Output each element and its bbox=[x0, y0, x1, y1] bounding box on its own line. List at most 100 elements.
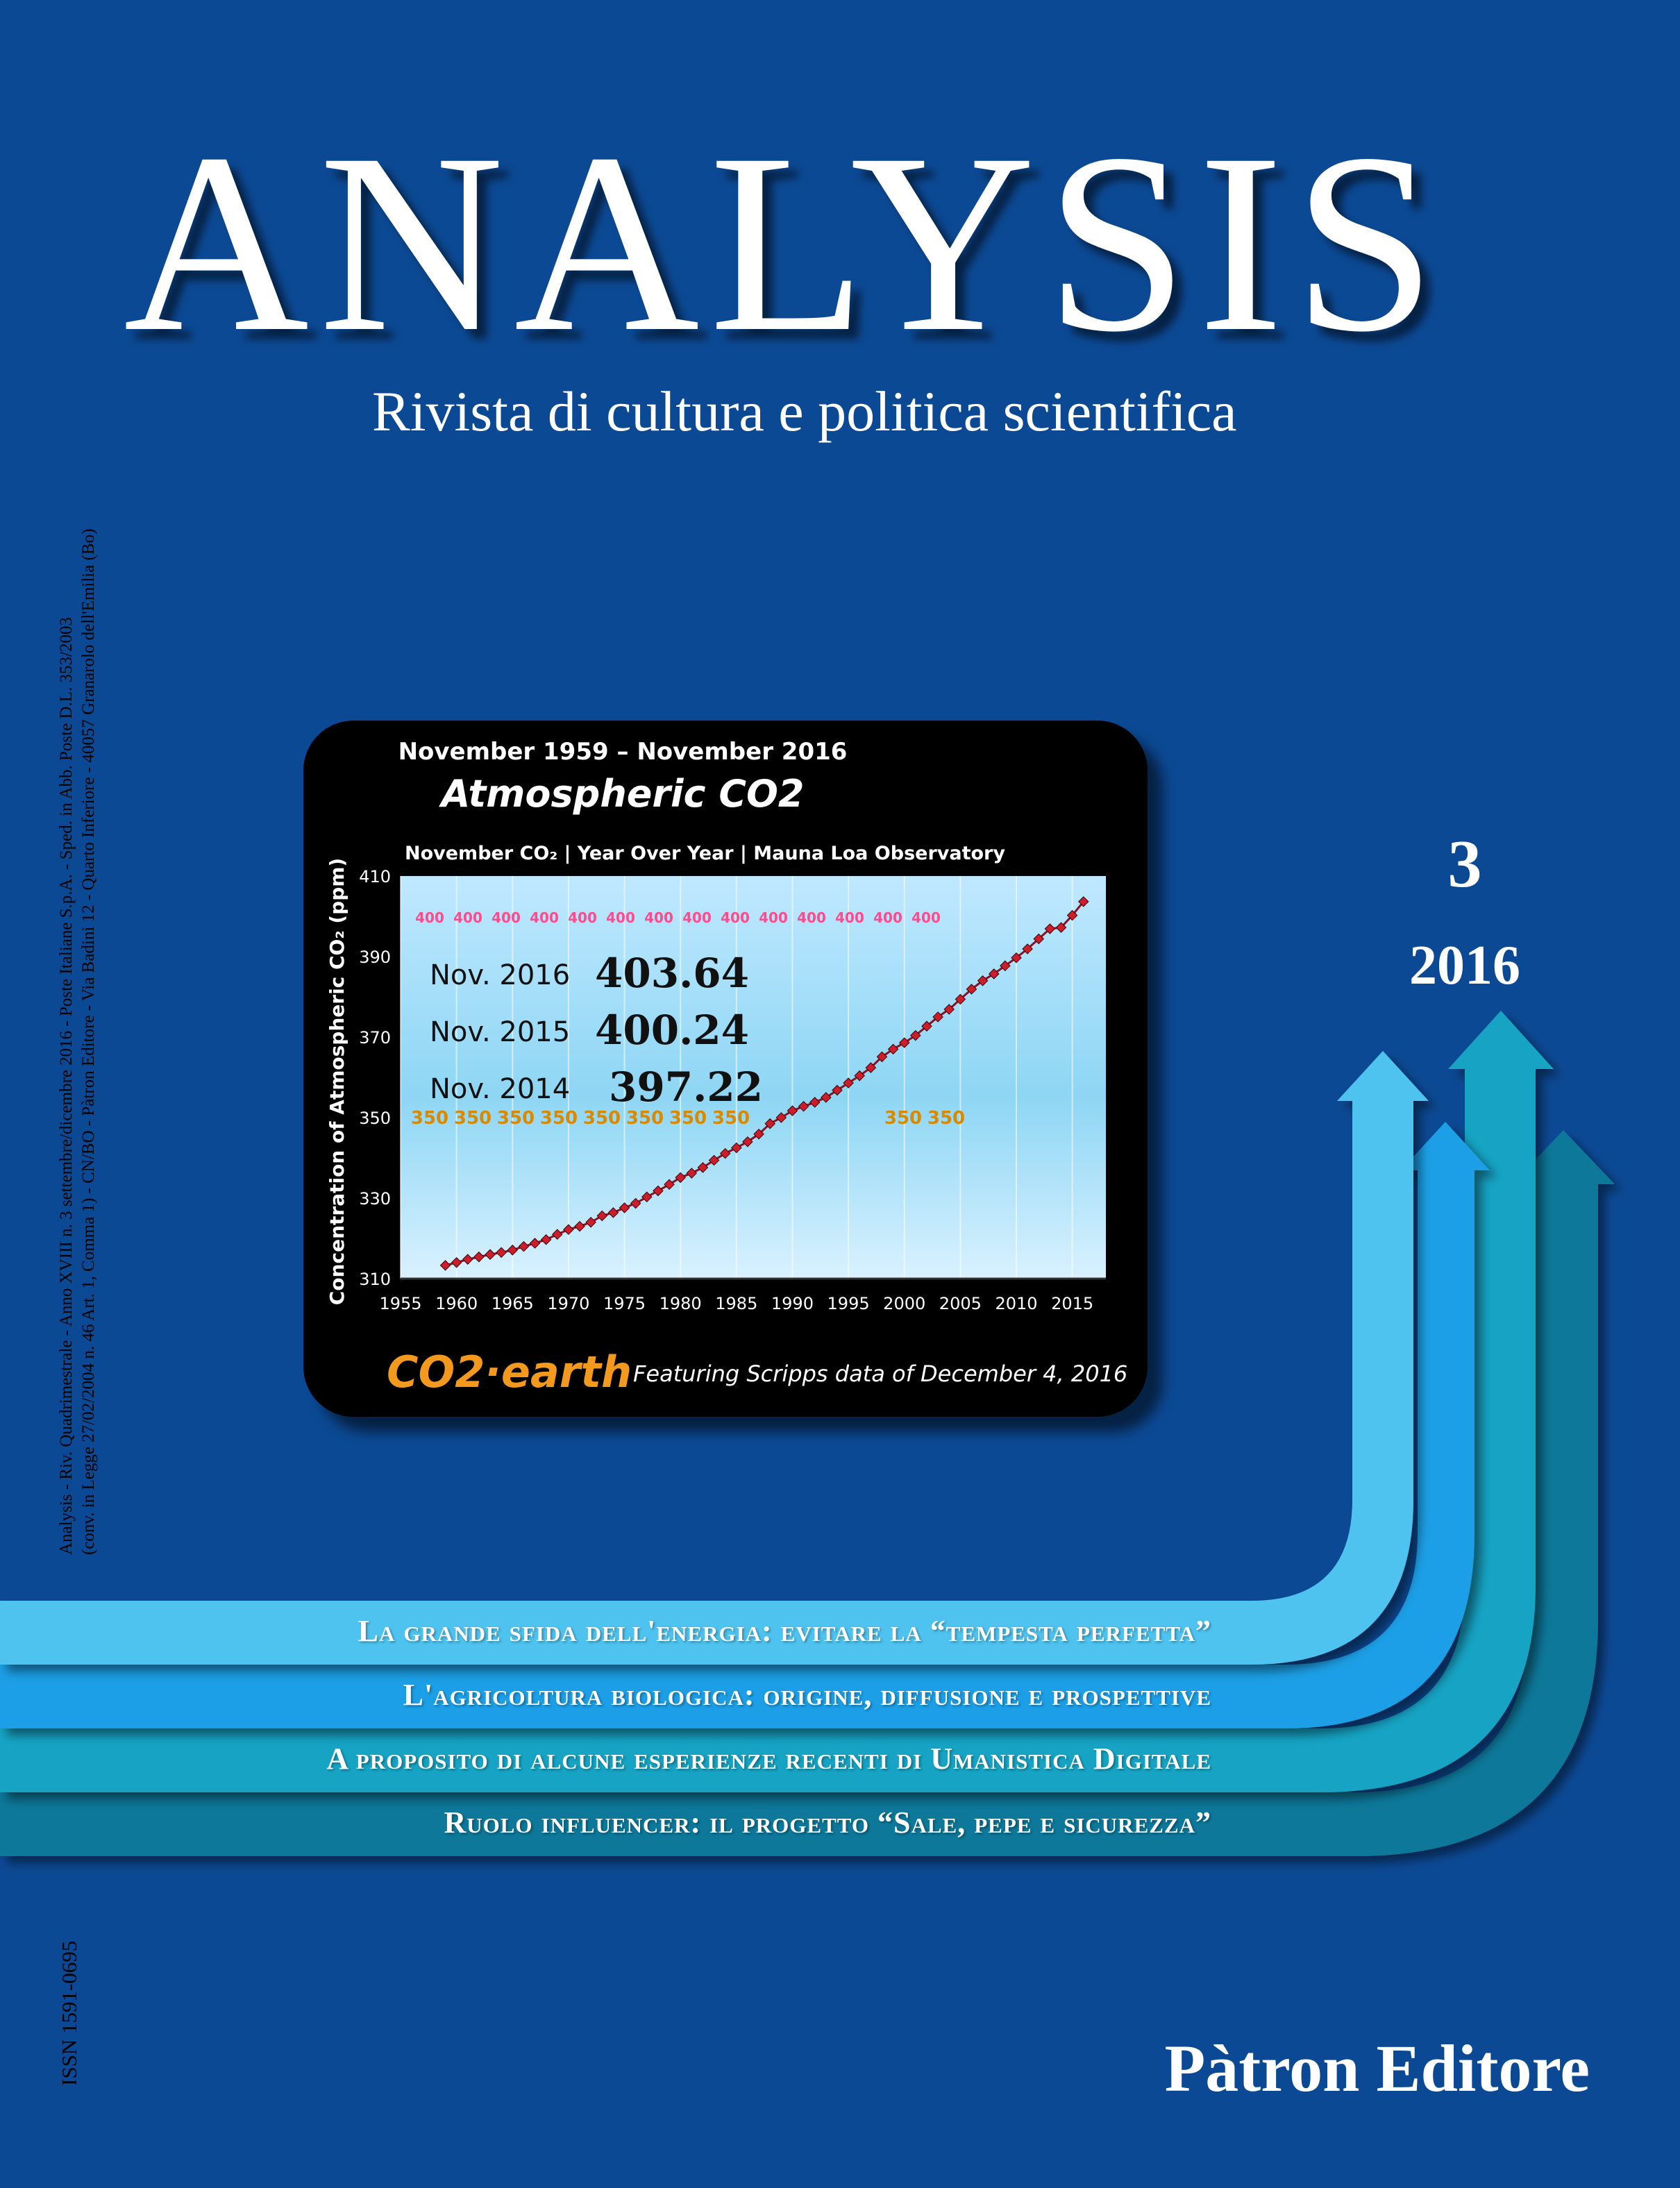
data-point bbox=[887, 1043, 899, 1055]
data-point bbox=[708, 1154, 720, 1166]
ref-label: 400 bbox=[453, 909, 482, 926]
data-point bbox=[585, 1217, 596, 1228]
article-title-1[interactable]: La grande sfida dell'energia: evitare la… bbox=[358, 1614, 1211, 1648]
data-point bbox=[832, 1084, 843, 1096]
ref-label: 400 bbox=[415, 909, 444, 926]
callout-value: 400.24 bbox=[595, 1007, 749, 1054]
ref-label: 350 bbox=[454, 1108, 492, 1129]
data-point bbox=[719, 1147, 731, 1159]
data-point bbox=[563, 1224, 574, 1236]
chart-title: Atmospheric CO2 bbox=[439, 772, 805, 816]
data-point bbox=[809, 1097, 821, 1108]
y-tick-label: 410 bbox=[359, 867, 391, 886]
data-point bbox=[865, 1062, 877, 1073]
co2-earth-logo: CO2·earth bbox=[387, 1347, 632, 1397]
data-point bbox=[664, 1179, 675, 1190]
data-point bbox=[1000, 960, 1011, 972]
co2-series-line bbox=[445, 900, 1084, 1267]
x-tick-label: 1960 bbox=[435, 1294, 478, 1313]
y-tick-label: 370 bbox=[359, 1028, 391, 1047]
data-point bbox=[1077, 896, 1089, 907]
arrow-band-4 bbox=[0, 1130, 1615, 1856]
data-point bbox=[1044, 923, 1056, 934]
data-point bbox=[966, 984, 977, 995]
ref-label: 400 bbox=[644, 909, 673, 926]
data-point bbox=[451, 1257, 462, 1268]
x-tick-label: 2000 bbox=[883, 1294, 925, 1313]
data-point bbox=[775, 1112, 787, 1123]
publisher-name: Pàtron Editore bbox=[1164, 2031, 1590, 2105]
data-point bbox=[798, 1100, 809, 1112]
y-tick-label: 350 bbox=[359, 1109, 391, 1128]
ref-label: 400 bbox=[912, 909, 941, 926]
ref-label: 400 bbox=[873, 909, 902, 926]
ref-label: 400 bbox=[835, 909, 864, 926]
data-point bbox=[675, 1172, 686, 1184]
data-point bbox=[988, 968, 1000, 979]
data-point bbox=[462, 1254, 473, 1265]
callout-label: Nov. 2014 bbox=[430, 1073, 570, 1105]
data-point bbox=[742, 1136, 753, 1147]
x-tick-label: 1995 bbox=[828, 1294, 870, 1313]
data-point bbox=[821, 1092, 832, 1103]
ref-label: 400 bbox=[721, 909, 750, 926]
chart-footer: Featuring Scripps data of December 4, 20… bbox=[633, 1361, 1127, 1387]
callout-label: Nov. 2016 bbox=[430, 959, 570, 991]
magazine-title: ANALYSIS bbox=[124, 101, 1446, 385]
ref-label: 400 bbox=[759, 909, 788, 926]
data-point bbox=[697, 1162, 709, 1173]
y-tick-label: 330 bbox=[359, 1189, 391, 1209]
data-point bbox=[596, 1210, 608, 1222]
data-point bbox=[1011, 952, 1022, 963]
data-point bbox=[485, 1249, 496, 1260]
x-tick-label: 1970 bbox=[547, 1294, 589, 1313]
data-point bbox=[540, 1234, 552, 1245]
co2-series-points bbox=[439, 896, 1089, 1271]
data-point bbox=[641, 1191, 653, 1203]
ref-label: 400 bbox=[797, 909, 826, 926]
data-point bbox=[473, 1251, 485, 1263]
article-title-4[interactable]: Ruolo influencer: il progetto “Sale, pep… bbox=[444, 1806, 1211, 1840]
data-point bbox=[619, 1202, 630, 1213]
arrow-band-1 bbox=[0, 1051, 1429, 1665]
article-title-2[interactable]: L'agricoltura biologica: origine, diffus… bbox=[403, 1678, 1211, 1712]
ref-label: 350 bbox=[497, 1108, 535, 1129]
ref-label: 400 bbox=[682, 909, 712, 926]
article-title-3[interactable]: A proposito di alcune esperienze recenti… bbox=[326, 1742, 1211, 1776]
y-tick-label: 310 bbox=[359, 1270, 391, 1289]
data-point bbox=[731, 1142, 742, 1154]
data-point bbox=[551, 1229, 563, 1240]
ref-label: 350 bbox=[712, 1108, 750, 1129]
callouts: Nov. 2016 403.64 Nov. 2015 400.24 Nov. 2014 3… bbox=[430, 950, 763, 1111]
data-point bbox=[518, 1240, 530, 1252]
ref-line-400: 400 400 400 400 400 400 400 400 400 400 400 400 400 4… bbox=[415, 909, 941, 926]
data-point bbox=[955, 993, 966, 1005]
data-point bbox=[932, 1011, 943, 1023]
data-point bbox=[843, 1077, 854, 1088]
chart-header: November 1959 – November 2016 bbox=[398, 738, 848, 766]
ref-label: 400 bbox=[530, 909, 559, 926]
data-point bbox=[977, 975, 989, 986]
ref-label: 400 bbox=[492, 909, 521, 926]
x-tick-label: 1990 bbox=[771, 1294, 814, 1313]
data-point bbox=[764, 1118, 775, 1129]
x-tick-label: 1985 bbox=[715, 1294, 757, 1313]
y-axis-label: Concentration of Atmospheric CO₂ (ppm) bbox=[326, 858, 348, 1305]
x-tick-label: 2015 bbox=[1051, 1294, 1093, 1313]
co2-chart-card: November 1959 – November 2016 Atmospheri… bbox=[303, 721, 1148, 1417]
issue-year: 2016 bbox=[1409, 935, 1520, 996]
ref-label: 350 bbox=[583, 1108, 621, 1129]
ref-label: 350 bbox=[540, 1108, 578, 1129]
ref-label: 400 bbox=[606, 909, 635, 926]
x-tick-label: 1980 bbox=[660, 1294, 702, 1313]
data-point bbox=[910, 1029, 921, 1041]
data-point bbox=[753, 1129, 764, 1140]
data-point bbox=[439, 1260, 451, 1271]
reference-lines: 400 400 400 400 400 400 400 400 400 400 400 400 400 4… bbox=[411, 909, 965, 1129]
data-point bbox=[1022, 943, 1033, 954]
co2-chart: November 1959 – November 2016 Atmospheri… bbox=[326, 738, 1127, 1397]
data-point bbox=[653, 1185, 664, 1197]
data-point bbox=[507, 1245, 519, 1256]
data-point bbox=[1055, 922, 1067, 933]
